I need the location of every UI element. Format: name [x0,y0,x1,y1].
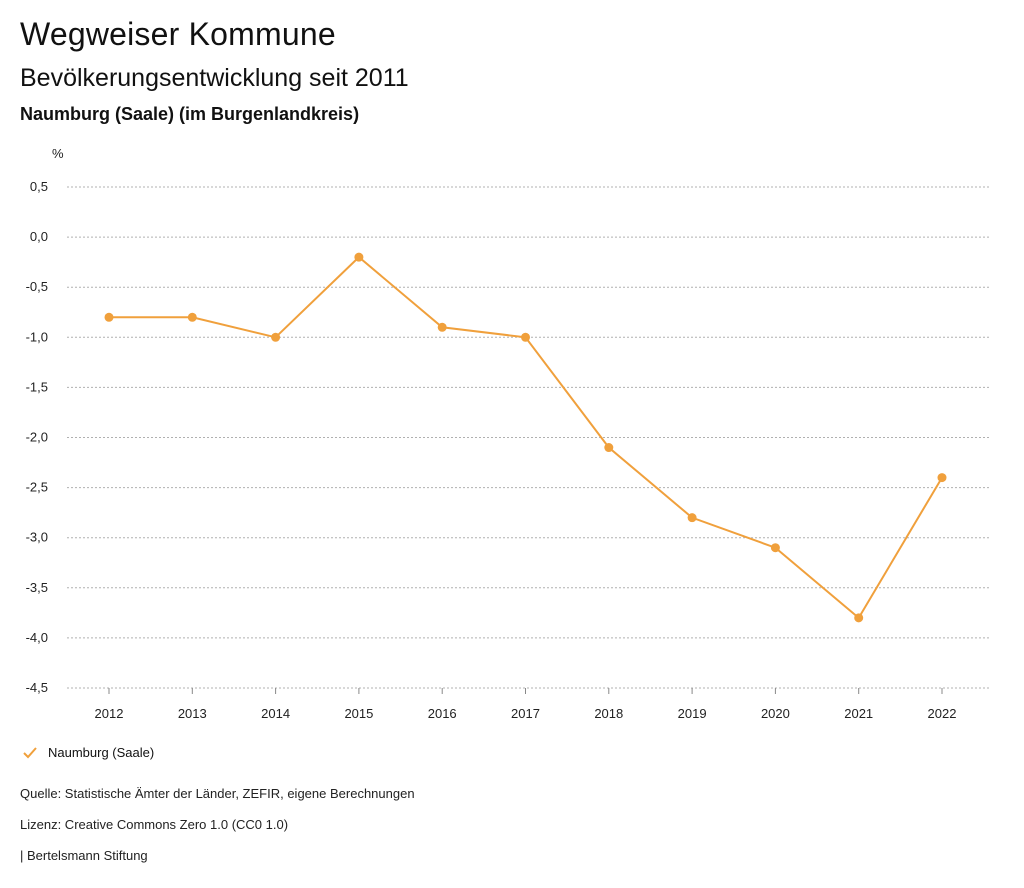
page-title: Wegweiser Kommune [20,16,336,52]
x-tick-label: 2018 [594,706,623,721]
y-tick-label: -3,5 [26,580,48,595]
brand-note: | Bertelsmann Stiftung [20,848,148,863]
data-point [104,312,114,322]
legend-label: Naumburg (Saale) [48,745,155,760]
y-tick-label: -1,0 [26,329,48,344]
x-tick-label: 2019 [678,706,707,721]
x-tick-label: 2016 [428,706,457,721]
y-tick-label: -0,5 [26,279,48,294]
data-point [354,252,364,262]
line-chart: % 0,5 0,0 -0,5 -1,0 -1,5 -2,0 -2,5 -3,0 -3,5 -4,0 -… [26,146,990,721]
y-tick-label: -4,0 [26,630,48,645]
x-tick-label: 2014 [261,706,290,721]
x-tick-label: 2013 [178,706,207,721]
legend[interactable]: Naumburg (Saale) [22,745,154,760]
data-point [604,443,614,453]
y-tick-label: 0,5 [30,179,48,194]
x-tick-label: 2022 [928,706,957,721]
chart-subtitle: Bevölkerungsentwicklung seit 2011 [20,64,409,92]
x-tick-label: 2012 [95,706,124,721]
region-name: Naumburg (Saale) (im Burgenlandkreis) [20,104,360,124]
y-tick-label: -1,5 [26,379,48,394]
y-tick-label: 0,0 [30,229,48,244]
y-tick-label: -2,0 [26,430,48,445]
y-tick-label: -2,5 [26,480,48,495]
y-tick-label: -3,0 [26,530,48,545]
x-tick-label: 2020 [761,706,790,721]
data-point [854,613,864,623]
license-note: Lizenz: Creative Commons Zero 1.0 (CC0 1… [20,817,289,832]
x-tick-label: 2017 [511,706,540,721]
data-point [187,312,197,322]
data-point [271,332,281,342]
data-point [937,473,947,483]
x-tick-label: 2015 [344,706,373,721]
data-point [687,513,697,523]
legend-check-icon [23,746,37,758]
y-axis-unit: % [52,146,64,161]
data-point [770,543,780,553]
data-point [437,322,447,332]
source-note: Quelle: Statistische Ämter der Länder, Z… [20,786,415,801]
series-line [109,255,943,620]
x-tick-label: 2021 [844,706,873,721]
data-point [521,332,530,342]
y-tick-label: -4,5 [26,680,48,695]
